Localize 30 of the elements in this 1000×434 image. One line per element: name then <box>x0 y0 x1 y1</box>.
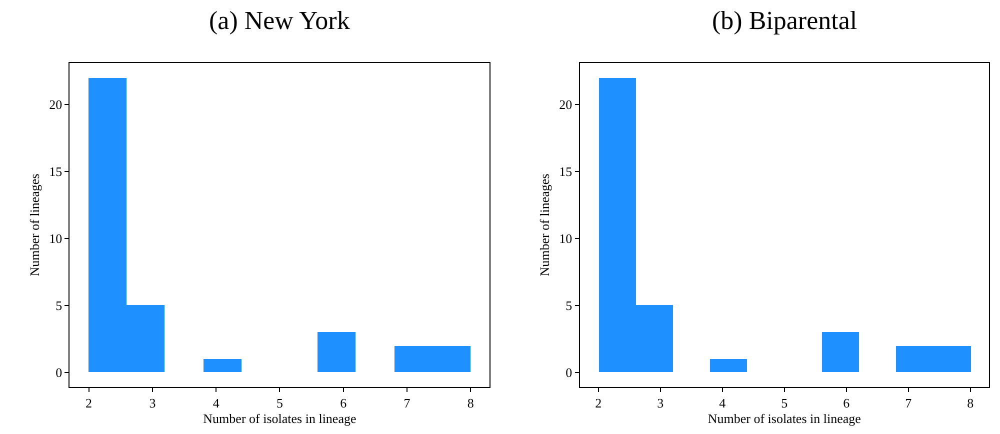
y-axis-title: Number of lineages <box>537 174 552 276</box>
x-tick-label: 4 <box>719 396 726 411</box>
x-tick-label: 6 <box>340 396 348 411</box>
y-tick-label: 15 <box>49 164 62 179</box>
y-tick-label: 10 <box>559 230 572 246</box>
y-tick-label: 5 <box>566 298 572 313</box>
x-tick-label: 3 <box>149 396 156 411</box>
chart-title: (b) Biparental <box>712 6 858 35</box>
x-tick-label: 8 <box>467 396 474 411</box>
x-tick-label: 2 <box>86 396 92 411</box>
y-tick-label: 0 <box>56 364 62 380</box>
x-tick-label: 2 <box>595 396 602 411</box>
y-tick-label: 20 <box>559 97 572 112</box>
x-tick-label: 3 <box>657 396 664 411</box>
y-tick-label: 15 <box>559 164 572 179</box>
x-axis-title: Number of isolates in lineage <box>203 411 356 426</box>
y-tick-label: 0 <box>566 364 572 380</box>
x-tick-label: 7 <box>905 396 912 411</box>
y-tick-label: 10 <box>49 230 62 246</box>
y-axis-title: Number of lineages <box>27 174 42 276</box>
x-tick-label: 5 <box>276 396 283 411</box>
y-tick-label: 20 <box>49 97 62 112</box>
x-tick-label: 5 <box>781 396 788 411</box>
x-tick-label: 7 <box>404 396 411 411</box>
y-tick-label: 5 <box>56 298 62 313</box>
x-axis-title: Number of isolates in lineage <box>708 411 862 426</box>
x-tick-label: 6 <box>843 396 850 411</box>
x-tick-label: 8 <box>967 396 974 411</box>
chart-title: (a) New York <box>209 6 350 35</box>
x-tick-label: 4 <box>212 396 220 411</box>
